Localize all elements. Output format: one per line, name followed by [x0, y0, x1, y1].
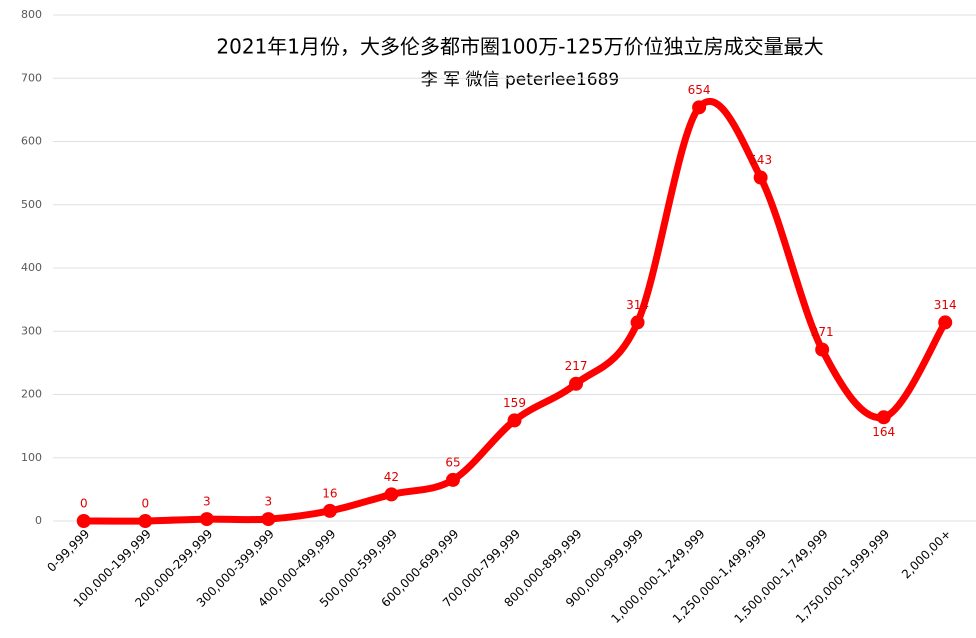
- y-tick-label: 600: [21, 135, 42, 148]
- marker: [876, 410, 891, 425]
- data-label: 164: [872, 425, 895, 439]
- data-label: 0: [141, 497, 149, 511]
- chart-subtitle: 李 军 微信 peterlee1689: [421, 70, 619, 90]
- y-tick-label: 500: [21, 198, 42, 211]
- marker: [261, 512, 276, 527]
- data-label: 654: [688, 83, 711, 97]
- marker: [569, 376, 584, 391]
- y-tick-label: 0: [35, 514, 42, 527]
- marker: [138, 514, 153, 528]
- y-tick-label: 700: [21, 71, 42, 84]
- y-tick-label: 300: [21, 324, 42, 337]
- marker: [76, 514, 91, 528]
- data-label: 217: [565, 359, 588, 373]
- y-tick-label: 200: [21, 388, 42, 401]
- y-tick-label: 400: [21, 261, 42, 274]
- marker: [384, 487, 399, 502]
- data-label: 543: [749, 153, 772, 167]
- data-label: 159: [503, 396, 526, 410]
- y-tick-label: 100: [21, 451, 42, 464]
- data-label: 271: [811, 325, 834, 339]
- marker: [199, 512, 214, 527]
- data-label: 3: [203, 495, 211, 509]
- marker: [507, 413, 522, 428]
- marker: [630, 315, 645, 330]
- marker: [938, 315, 953, 330]
- data-label: 3: [265, 495, 273, 509]
- marker: [815, 342, 830, 357]
- data-label: 314: [626, 298, 649, 312]
- data-label: 0: [80, 497, 88, 511]
- marker: [322, 503, 337, 518]
- marker: [753, 170, 768, 185]
- data-label: 65: [445, 455, 460, 469]
- data-label: 16: [322, 486, 337, 500]
- y-tick-label: 800: [21, 8, 42, 21]
- marker: [692, 100, 707, 115]
- data-label: 314: [934, 298, 957, 312]
- marker: [445, 472, 460, 487]
- chart-title: 2021年1月份，大多伦多都市圈100万-125万价位独立房成交量最大: [216, 35, 823, 59]
- data-label: 42: [384, 470, 399, 484]
